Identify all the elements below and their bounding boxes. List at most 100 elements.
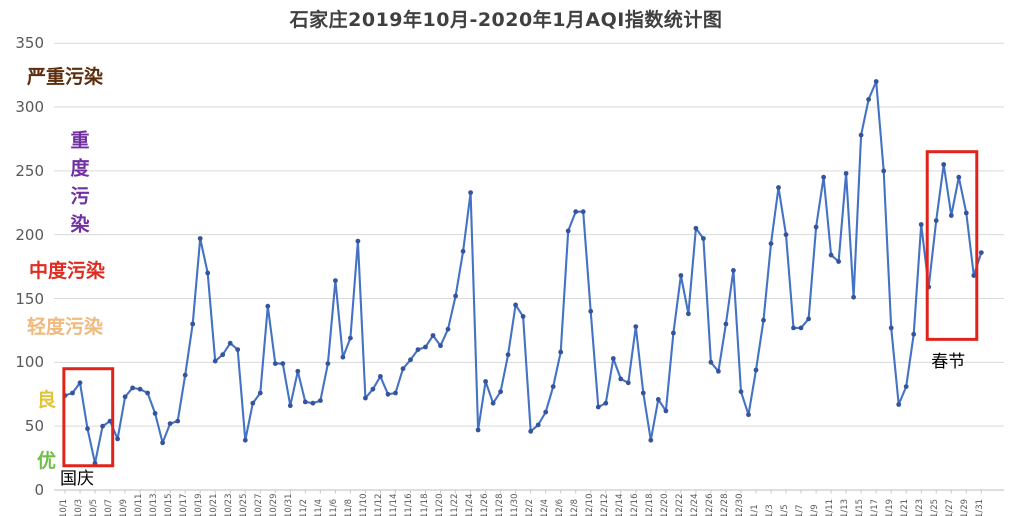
x-axis-tick-label: 11/24 bbox=[464, 493, 475, 516]
x-axis-tick-label: 10/17 bbox=[179, 493, 190, 516]
data-point-marker bbox=[573, 209, 579, 215]
data-point-marker bbox=[513, 302, 518, 308]
data-point-marker bbox=[896, 402, 902, 407]
x-axis-tick-label: 10/29 bbox=[269, 493, 280, 516]
data-point-marker bbox=[948, 213, 954, 218]
data-point-marker bbox=[475, 427, 481, 433]
data-point-marker bbox=[468, 190, 473, 196]
data-point-marker bbox=[280, 361, 286, 366]
data-point-marker bbox=[310, 400, 316, 406]
x-axis-tick-label: 12/20 bbox=[659, 493, 670, 516]
data-point-marker bbox=[978, 250, 984, 256]
data-point-marker bbox=[588, 308, 594, 314]
data-point-marker bbox=[318, 398, 323, 403]
data-point-marker bbox=[731, 268, 736, 273]
data-point-marker bbox=[85, 426, 90, 432]
data-point-marker bbox=[903, 384, 909, 389]
data-point-marker bbox=[175, 418, 181, 424]
x-axis-tick-label: 1/13 bbox=[840, 498, 851, 516]
data-point-marker bbox=[160, 440, 166, 446]
x-axis-tick-label: 10/1 bbox=[59, 498, 69, 516]
data-point-marker bbox=[378, 374, 383, 379]
data-point-marker bbox=[866, 97, 871, 102]
y-axis-tick-label: 150 bbox=[15, 289, 44, 308]
data-point-marker bbox=[701, 236, 706, 241]
data-point-marker bbox=[265, 303, 271, 309]
data-point-marker bbox=[287, 403, 293, 409]
data-point-marker bbox=[663, 408, 669, 414]
data-point-marker bbox=[212, 358, 218, 364]
data-point-marker bbox=[130, 385, 136, 391]
data-point-marker bbox=[325, 361, 331, 366]
aqi-line-series bbox=[64, 80, 983, 465]
data-point-marker bbox=[971, 273, 977, 278]
aqi-level-label-1: 重度污染 bbox=[67, 130, 90, 243]
data-point-marker bbox=[671, 330, 676, 336]
data-point-marker bbox=[633, 324, 639, 329]
data-point-marker bbox=[145, 390, 151, 396]
x-axis-tick-label: 10/13 bbox=[149, 493, 160, 516]
x-axis-tick-label: 1/5 bbox=[780, 504, 791, 516]
data-point-marker bbox=[490, 400, 496, 406]
x-axis-tick-label: 11/22 bbox=[449, 493, 460, 516]
data-point-marker bbox=[956, 174, 962, 180]
x-axis-tick-label: 11/30 bbox=[509, 493, 520, 516]
y-axis-tick-label: 100 bbox=[15, 353, 44, 372]
data-point-marker bbox=[753, 367, 759, 373]
data-point-marker bbox=[520, 314, 526, 319]
highlight-box-0 bbox=[62, 367, 115, 468]
x-axis-tick-label: 11/20 bbox=[434, 493, 445, 516]
data-point-marker bbox=[933, 218, 939, 224]
data-point-marker bbox=[716, 368, 721, 374]
data-point-marker bbox=[242, 437, 248, 443]
x-axis-tick-label: 12/22 bbox=[674, 493, 685, 516]
data-point-marker bbox=[333, 278, 338, 283]
x-axis-tick-label: 1/3 bbox=[765, 504, 775, 516]
x-axis-tick-label: 1/9 bbox=[810, 504, 821, 516]
x-axis-tick-label: 1/11 bbox=[825, 498, 836, 516]
x-axis-tick-label: 10/23 bbox=[224, 493, 235, 516]
data-point-marker bbox=[528, 428, 534, 434]
x-axis-tick-label: 1/21 bbox=[900, 498, 911, 516]
x-axis-tick-label: 10/5 bbox=[89, 498, 100, 516]
data-point-marker bbox=[655, 397, 661, 402]
data-point-marker bbox=[708, 359, 714, 365]
data-point-marker bbox=[250, 400, 256, 406]
data-point-marker bbox=[302, 399, 308, 405]
data-point-marker bbox=[783, 232, 789, 238]
data-point-marker bbox=[625, 380, 631, 386]
x-axis-tick-label: 12/4 bbox=[539, 498, 550, 516]
x-axis-tick-label: 1/7 bbox=[795, 504, 806, 516]
x-axis-tick-label: 1/15 bbox=[855, 498, 866, 516]
data-point-marker bbox=[843, 171, 849, 176]
x-axis-tick-label: 11/18 bbox=[419, 493, 430, 516]
data-point-marker bbox=[348, 335, 353, 341]
data-point-marker bbox=[272, 361, 278, 366]
y-axis-tick-label: 50 bbox=[24, 417, 44, 436]
x-axis-tick-label: 10/21 bbox=[209, 493, 220, 516]
x-axis-tick-label: 1/17 bbox=[870, 498, 881, 516]
data-point-marker bbox=[257, 390, 263, 396]
data-point-marker bbox=[648, 437, 654, 443]
data-point-marker bbox=[941, 162, 947, 167]
data-point-marker bbox=[806, 316, 811, 322]
x-axis-tick-label: 1/29 bbox=[960, 498, 971, 516]
x-axis-tick-label: 12/24 bbox=[689, 493, 700, 516]
x-axis-tick-label: 11/8 bbox=[344, 498, 355, 516]
x-axis-tick-label: 1/1 bbox=[749, 504, 760, 516]
x-axis-tick-label: 11/26 bbox=[479, 493, 490, 516]
x-axis-tick-label: 11/14 bbox=[389, 493, 400, 516]
data-point-marker bbox=[453, 293, 458, 299]
data-point-marker bbox=[911, 331, 917, 337]
data-point-marker bbox=[235, 347, 241, 352]
x-axis-tick-label: 1/23 bbox=[915, 498, 926, 516]
data-point-marker bbox=[550, 384, 556, 389]
data-point-marker bbox=[791, 325, 796, 331]
data-point-marker bbox=[137, 386, 143, 392]
data-point-marker bbox=[873, 79, 879, 84]
data-point-marker bbox=[408, 357, 413, 363]
x-axis-tick-label: 12/2 bbox=[524, 498, 535, 516]
annotation-label: 春节 bbox=[931, 352, 966, 373]
aqi-level-label-2: 中度污染 bbox=[29, 260, 106, 283]
